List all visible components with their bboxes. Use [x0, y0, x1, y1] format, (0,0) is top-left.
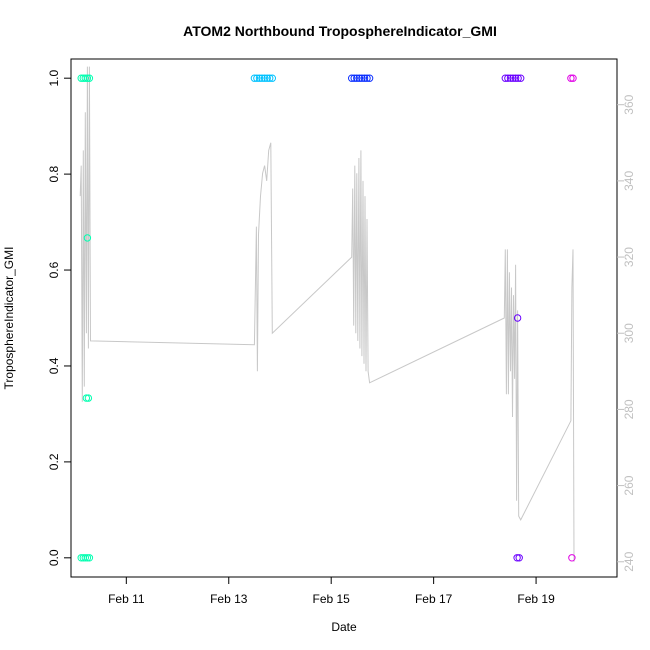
- y-axis-label: TroposphereIndicator_GMI: [2, 247, 16, 390]
- chart-title: ATOM2 Northbound TroposphereIndicator_GM…: [183, 23, 497, 39]
- y2-tick-label-5: 340: [622, 171, 636, 191]
- y-tick-label-1: 0.2: [47, 453, 61, 470]
- data-point-s2-2: [353, 74, 361, 82]
- secondary-line-layer: [79, 66, 575, 562]
- y-tick-label-0: 0.0: [47, 549, 61, 566]
- y-tick-label-4: 0.8: [47, 165, 61, 182]
- data-point-s2-7: [365, 74, 374, 82]
- data-point-s3-7: [513, 314, 522, 322]
- y2-tick-label-1: 260: [622, 475, 636, 495]
- plot-box: [70, 58, 618, 578]
- y2-tick-label-3: 300: [622, 323, 636, 343]
- data-point-s0-3: [83, 74, 92, 82]
- data-point-s0-2: [81, 74, 90, 82]
- x-tick-label-0: Feb 11: [108, 592, 145, 606]
- data-point-s1-4: [260, 74, 269, 82]
- data-point-s3-0: [501, 74, 509, 82]
- secondary-series-line: [79, 66, 575, 562]
- data-point-s2-1: [350, 74, 358, 82]
- data-point-s2-6: [363, 74, 371, 82]
- x-axis-label: Date: [331, 620, 357, 634]
- data-point-s2-3: [355, 74, 364, 82]
- data-point-s1-6: [266, 74, 274, 82]
- data-point-s2-4: [358, 74, 366, 82]
- x-tick-label-3: Feb 17: [415, 592, 453, 606]
- data-point-s3-6: [517, 74, 525, 82]
- data-point-s0-8: [83, 554, 92, 562]
- data-point-s3-4: [511, 74, 520, 82]
- data-point-s4-0: [567, 74, 575, 82]
- data-point-s4-1: [569, 74, 577, 82]
- y2-tick-label-2: 280: [622, 399, 636, 419]
- data-point-s0-7: [81, 554, 90, 562]
- y2-tick-label-4: 320: [622, 247, 636, 267]
- data-point-s0-12: [84, 394, 93, 402]
- data-point-s3-3: [509, 74, 517, 82]
- x-tick-label-1: Feb 13: [210, 592, 248, 606]
- data-point-s1-2: [255, 74, 264, 82]
- y2-tick-label-6: 360: [622, 94, 636, 114]
- data-point-s0-9: [85, 554, 94, 562]
- data-point-s1-3: [258, 74, 266, 82]
- data-point-s0-10: [83, 234, 92, 242]
- data-point-s3-9: [515, 554, 523, 562]
- y-tick-label-2: 0.4: [47, 357, 61, 374]
- x-axis: Feb 11 Feb 13 Feb 15 Feb 17 Feb 19: [108, 577, 555, 606]
- data-point-s1-5: [263, 74, 271, 82]
- data-point-s3-5: [514, 74, 522, 82]
- data-point-s1-7: [268, 74, 276, 82]
- data-point-s4-2: [568, 554, 576, 562]
- y-axis: 0.0 0.2 0.4 0.6 0.8 1.0: [47, 70, 71, 566]
- x-tick-label-4: Feb 19: [517, 592, 555, 606]
- data-point-s3-1: [504, 74, 512, 82]
- y2-tick-label-0: 240: [622, 551, 636, 571]
- x-tick-label-2: Feb 15: [313, 592, 351, 606]
- data-point-s2-5: [360, 74, 369, 82]
- y-tick-label-3: 0.6: [47, 261, 61, 278]
- data-point-s0-4: [85, 74, 94, 82]
- data-point-s1-1: [253, 74, 261, 82]
- points-layer: [77, 74, 577, 562]
- data-point-s3-8: [513, 554, 521, 562]
- secondary-y-axis: 240 260 280 300 320 340 360: [617, 94, 636, 572]
- y-tick-label-5: 1.0: [47, 70, 61, 87]
- data-point-s1-0: [250, 74, 259, 82]
- data-point-s0-11: [82, 394, 91, 402]
- data-point-s3-2: [506, 74, 515, 82]
- data-point-s2-0: [348, 74, 356, 82]
